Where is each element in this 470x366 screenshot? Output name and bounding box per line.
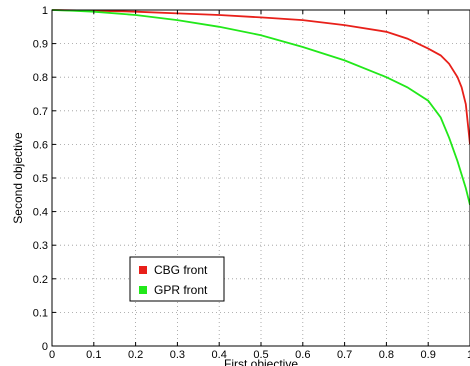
series-lines — [51, 9, 470, 206]
x-tick-label: 1 — [467, 349, 470, 361]
y-tick-label: 0.7 — [33, 106, 48, 118]
x-tick-label: 0 — [49, 349, 55, 361]
x-tick-labels: 0 0.1 0.2 0.3 0.4 0.5 0.6 0.7 0.8 0.9 1 — [49, 349, 470, 361]
grid-lines — [52, 10, 470, 346]
x-tick-label: 0.2 — [128, 349, 143, 361]
y-tick-label: 1 — [42, 5, 48, 17]
y-tick-label: 0.3 — [33, 240, 48, 252]
y-tick-labels: 0 0.1 0.2 0.3 0.4 0.5 0.6 0.7 0.8 0.9 1 — [33, 5, 48, 353]
series-line-cbg-front — [51, 9, 470, 145]
x-tick-label: 0.1 — [86, 349, 101, 361]
x-tick-label: 0.9 — [421, 349, 436, 361]
y-tick-label: 0.5 — [33, 173, 48, 185]
x-tick-label: 0.3 — [170, 349, 185, 361]
x-tick-label: 0.7 — [337, 349, 352, 361]
tick-marks — [51, 9, 470, 347]
x-axis-label: First objective — [224, 357, 298, 366]
y-tick-label: 0.4 — [33, 207, 48, 219]
legend: CBG front GPR front — [129, 256, 225, 302]
y-tick-label: 0.9 — [33, 39, 48, 51]
legend-swatch-gpr-front — [139, 286, 147, 294]
x-tick-label: 0.8 — [379, 349, 394, 361]
y-tick-label: 0.8 — [33, 72, 48, 84]
x-tick-label: 0.6 — [295, 349, 310, 361]
legend-label-cbg-front: CBG front — [154, 263, 208, 277]
y-tick-label: 0.1 — [33, 307, 48, 319]
legend-swatch-cbg-front — [139, 266, 147, 274]
x-tick-label: 0.4 — [212, 349, 227, 361]
y-tick-label: 0.2 — [33, 274, 48, 286]
y-tick-label: 0.6 — [33, 139, 48, 151]
y-axis-label: Second objective — [11, 132, 25, 224]
series-line-gpr-front — [51, 9, 470, 206]
legend-label-gpr-front: GPR front — [154, 283, 208, 297]
x-tick-label: 0.5 — [253, 349, 268, 361]
y-tick-label: 0 — [42, 341, 48, 353]
